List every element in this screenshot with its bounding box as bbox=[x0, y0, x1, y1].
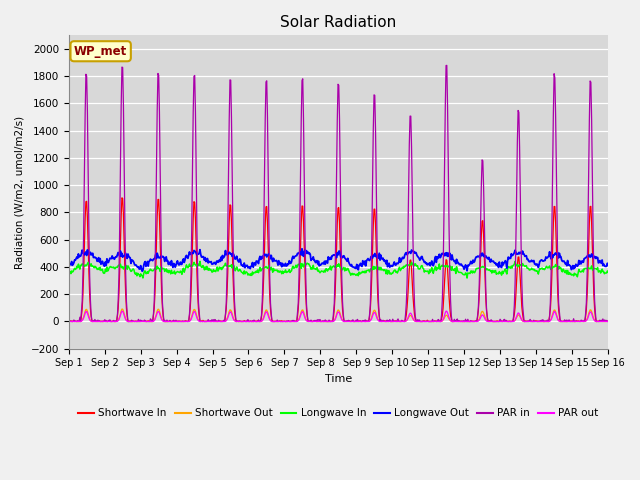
Longwave In bbox=[214, 268, 222, 274]
Line: Shortwave In: Shortwave In bbox=[68, 198, 608, 322]
Longwave Out bbox=[421, 259, 429, 264]
PAR in bbox=[604, 319, 612, 324]
Title: Solar Radiation: Solar Radiation bbox=[280, 15, 397, 30]
Shortwave In bbox=[65, 319, 73, 324]
PAR in bbox=[65, 319, 72, 324]
Shortwave In bbox=[186, 305, 194, 311]
PAR in bbox=[130, 319, 138, 324]
PAR out bbox=[404, 315, 412, 321]
PAR out bbox=[442, 308, 450, 314]
Longwave In bbox=[463, 275, 471, 281]
Shortwave In bbox=[215, 318, 223, 324]
PAR out bbox=[420, 319, 428, 324]
Shortwave Out bbox=[406, 313, 413, 319]
Longwave Out bbox=[406, 249, 413, 255]
Text: WP_met: WP_met bbox=[74, 45, 127, 58]
Line: PAR out: PAR out bbox=[68, 311, 608, 322]
PAR in bbox=[443, 62, 451, 68]
Y-axis label: Radiation (W/m2, umol/m2/s): Radiation (W/m2, umol/m2/s) bbox=[15, 116, 25, 269]
Longwave Out bbox=[298, 246, 306, 252]
Legend: Shortwave In, Shortwave Out, Longwave In, Longwave Out, PAR in, PAR out: Shortwave In, Shortwave Out, Longwave In… bbox=[74, 404, 602, 422]
Longwave Out bbox=[186, 249, 193, 255]
Shortwave Out bbox=[76, 318, 83, 324]
PAR out bbox=[604, 319, 612, 324]
Longwave In bbox=[604, 269, 612, 275]
Shortwave In bbox=[406, 266, 413, 272]
PAR in bbox=[404, 241, 412, 247]
Shortwave Out bbox=[118, 306, 126, 312]
Longwave In bbox=[420, 269, 428, 275]
Line: Shortwave Out: Shortwave Out bbox=[68, 309, 608, 322]
PAR out bbox=[65, 319, 72, 324]
Shortwave In bbox=[421, 319, 429, 324]
Shortwave In bbox=[76, 319, 83, 324]
Longwave In bbox=[185, 264, 193, 269]
PAR in bbox=[213, 318, 221, 324]
PAR in bbox=[75, 318, 83, 324]
Shortwave Out bbox=[186, 317, 194, 323]
PAR out bbox=[75, 319, 83, 324]
Shortwave In bbox=[132, 318, 140, 324]
PAR in bbox=[420, 319, 428, 324]
Shortwave Out bbox=[65, 319, 72, 324]
Longwave Out bbox=[138, 268, 146, 274]
PAR out bbox=[213, 319, 221, 324]
Shortwave Out bbox=[132, 319, 140, 324]
PAR out bbox=[185, 319, 193, 324]
Longwave In bbox=[65, 269, 72, 275]
Line: Longwave In: Longwave In bbox=[68, 261, 608, 278]
Shortwave Out bbox=[65, 319, 73, 324]
Line: Longwave Out: Longwave Out bbox=[68, 249, 608, 271]
Shortwave In bbox=[65, 318, 72, 324]
PAR in bbox=[185, 318, 193, 324]
Longwave In bbox=[196, 258, 204, 264]
Shortwave Out bbox=[604, 319, 612, 324]
Shortwave Out bbox=[421, 319, 429, 324]
Line: PAR in: PAR in bbox=[68, 65, 608, 322]
Longwave In bbox=[75, 261, 83, 267]
Longwave Out bbox=[130, 260, 138, 265]
Longwave Out bbox=[214, 259, 222, 265]
PAR out bbox=[130, 319, 138, 324]
Longwave Out bbox=[604, 262, 612, 268]
Longwave In bbox=[130, 267, 138, 273]
Longwave Out bbox=[75, 251, 83, 257]
Shortwave In bbox=[604, 319, 612, 324]
Shortwave Out bbox=[215, 318, 223, 324]
Longwave In bbox=[404, 262, 412, 268]
Longwave Out bbox=[65, 263, 72, 269]
Shortwave In bbox=[118, 195, 126, 201]
X-axis label: Time: Time bbox=[324, 374, 352, 384]
